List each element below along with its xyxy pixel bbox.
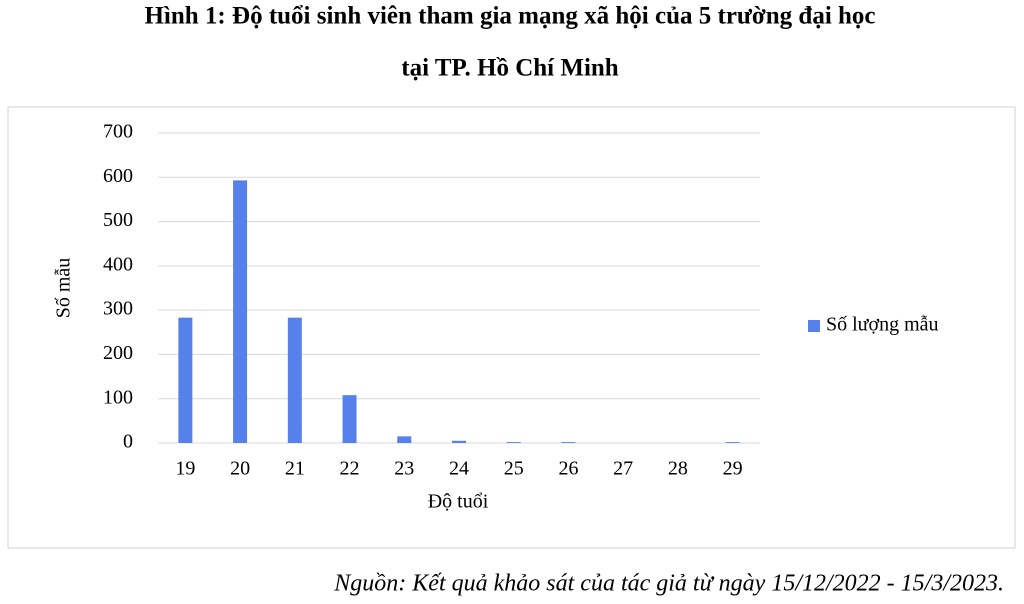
chart-title: Hình 1: Độ tuổi sinh viên tham gia mạng … <box>144 3 875 30</box>
x-tick-label: 25 <box>504 458 524 480</box>
bar <box>342 395 357 443</box>
bar <box>452 440 466 443</box>
source-note: Nguồn: Kết quả khảo sát của tác giả từ n… <box>333 571 1004 597</box>
x-tick-label: 29 <box>723 458 743 480</box>
x-tick-label: 21 <box>285 458 305 480</box>
y-tick-label: 600 <box>103 165 133 187</box>
x-tick-label: 22 <box>340 458 360 480</box>
y-tick-label: 300 <box>103 298 133 320</box>
bar <box>506 442 521 443</box>
x-tick-label: 23 <box>394 458 414 480</box>
x-tick-label: 27 <box>613 458 633 480</box>
y-tick-label: 100 <box>103 386 133 408</box>
bar <box>233 180 248 443</box>
bar <box>287 317 302 443</box>
x-tick-label: 20 <box>230 458 250 480</box>
y-axis-label: Số mẫu <box>53 258 75 319</box>
bar <box>178 317 193 443</box>
x-tick-label: 26 <box>558 458 578 480</box>
x-tick-label: 24 <box>449 458 469 480</box>
y-tick-label: 0 <box>123 431 133 453</box>
bar <box>397 436 412 443</box>
legend-swatch <box>808 320 820 332</box>
y-tick-label: 200 <box>103 342 133 364</box>
x-tick-label: 19 <box>175 458 195 480</box>
y-tick-label: 400 <box>103 253 133 275</box>
y-tick-label: 700 <box>103 121 133 143</box>
y-tick-label: 500 <box>103 209 133 231</box>
chart-frame <box>7 106 1016 549</box>
bar <box>725 442 740 443</box>
bar <box>561 442 576 443</box>
x-tick-label: 28 <box>668 458 688 480</box>
chart-title: tại TP. Hồ Chí Minh <box>401 55 619 82</box>
legend-label: Số lượng mẫu <box>826 314 939 336</box>
x-axis-label: Độ tuổi <box>428 491 489 513</box>
